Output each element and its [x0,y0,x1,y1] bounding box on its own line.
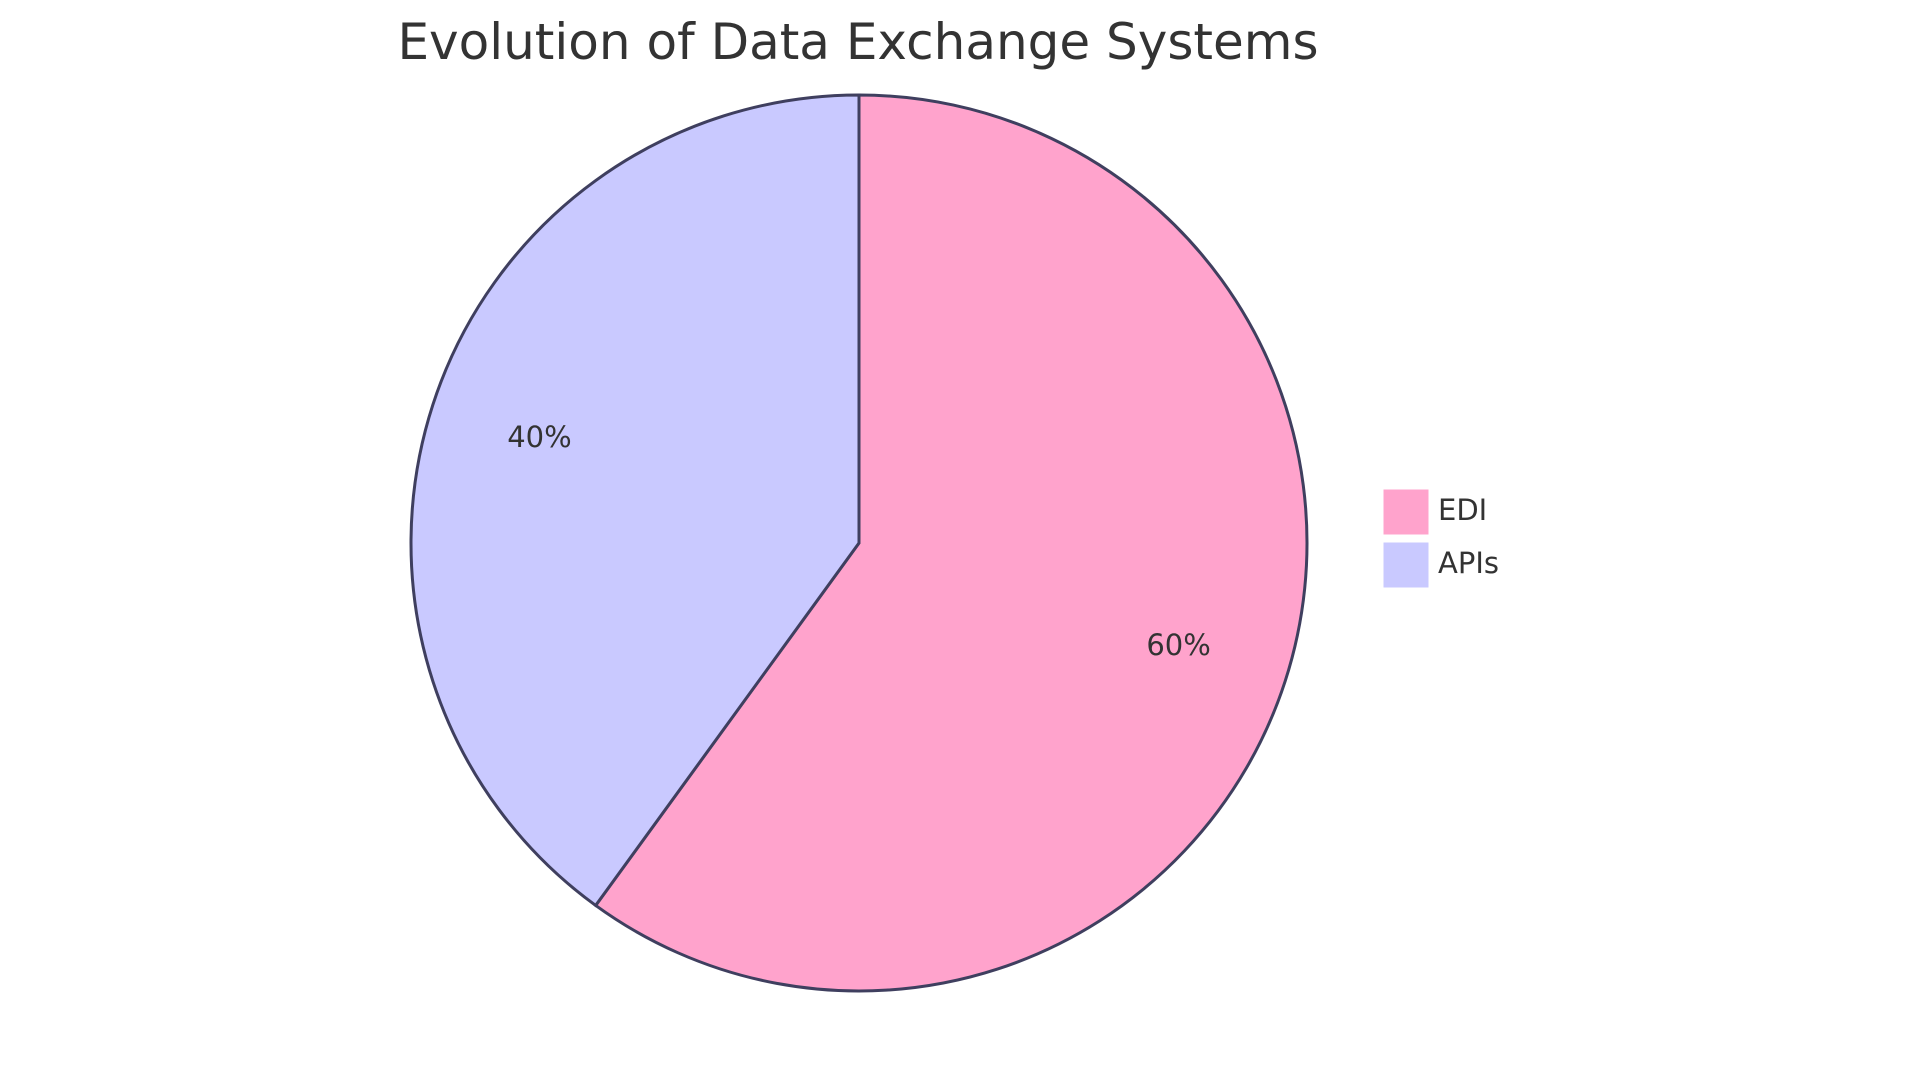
slice-label-apis: 40% [507,420,571,454]
legend-label-edi: EDI [1438,493,1487,527]
legend-label-apis: APIs [1438,546,1499,580]
legend: EDI APIs [1383,489,1499,588]
chart-title: Evolution of Data Exchange Systems [397,13,1318,71]
pie-slice-apis [409,93,861,908]
pie-slice-labels: 60% 40% [507,420,1211,662]
legend-swatch-apis [1383,542,1429,588]
pie-slices [409,93,1309,993]
legend-swatch-edi [1383,489,1429,535]
slice-label-edi: 60% [1146,628,1210,662]
pie-slice-edi [593,93,1309,993]
